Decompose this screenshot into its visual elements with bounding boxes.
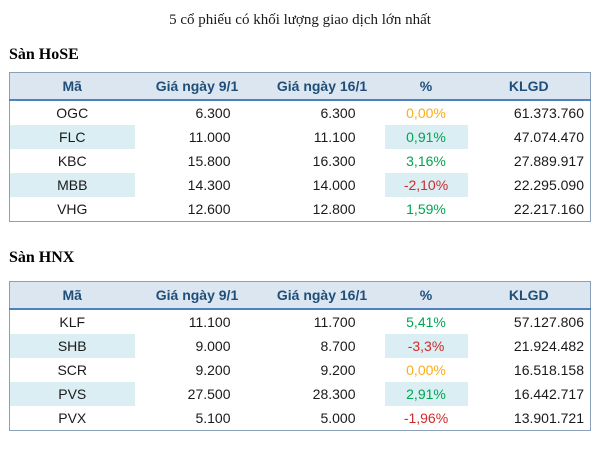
table-row: SCR 9.200 9.200 0,00% 16.518.158 (10, 358, 591, 382)
price-jan9: 9.000 (195, 338, 231, 354)
table-row: KLF 11.100 11.700 5,41% 57.127.806 (10, 309, 591, 334)
price-jan9: 5.100 (195, 410, 231, 426)
percent-change: -1,96% (403, 410, 449, 426)
section-heading-hnx: Sàn HNX (9, 249, 75, 266)
hnx-table: Mã Giá ngày 9/1 Giá ngày 16/1 % KLGD KLF… (9, 281, 591, 431)
col-header-price-jan16: Giá ngày 16/1 (259, 281, 385, 310)
percent-change: 0,00% (406, 362, 446, 378)
trade-volume: 16.518.158 (513, 362, 584, 378)
table-row: PVS 27.500 28.300 2,91% 16.442.717 (9, 382, 591, 406)
price-jan9: 12.600 (187, 201, 231, 217)
page-title: 5 cổ phiếu có khối lượng giao dịch lớn n… (169, 12, 431, 28)
trade-volume: 47.074.470 (513, 129, 584, 145)
percent-change: 1,59% (406, 201, 446, 217)
table-row: KBC 15.800 16.300 3,16% 27.889.917 (10, 149, 591, 173)
col-header-klgd: KLGD (467, 72, 591, 101)
price-jan9: 27.500 (187, 386, 231, 402)
report-page: 5 cổ phiếu có khối lượng giao dịch lớn n… (0, 12, 600, 431)
price-jan16: 8.700 (320, 338, 356, 354)
table-row: FLC 11.000 11.100 0,91% 47.074.470 (9, 125, 591, 149)
stock-code: SHB (9, 334, 135, 358)
hose-table: Mã Giá ngày 9/1 Giá ngày 16/1 % KLGD OGC… (9, 72, 591, 222)
trade-volume: 22.217.160 (513, 201, 584, 217)
percent-change: 0,00% (406, 105, 446, 121)
price-jan16: 5.000 (320, 410, 356, 426)
col-header-price-jan9: Giá ngày 9/1 (134, 72, 260, 101)
price-jan9: 11.000 (188, 129, 231, 145)
col-header-code: Mã (9, 72, 135, 101)
col-header-price-jan16: Giá ngày 16/1 (259, 72, 385, 101)
price-jan16: 9.200 (320, 362, 356, 378)
percent-change: 2,91% (384, 382, 468, 406)
stock-code: SCR (57, 362, 88, 378)
stock-code: MBB (9, 173, 135, 197)
stock-code: PVS (9, 382, 135, 406)
trade-volume: 16.442.717 (513, 386, 584, 402)
trade-volume: 61.373.760 (513, 105, 584, 121)
col-header-code: Mã (9, 281, 135, 310)
hnx-header-row: Mã Giá ngày 9/1 Giá ngày 16/1 % KLGD (9, 281, 591, 310)
stock-code: KLF (59, 314, 86, 330)
price-jan16: 11.700 (313, 314, 356, 330)
trade-volume: 21.924.482 (513, 338, 584, 354)
stock-code: KBC (57, 153, 87, 169)
col-header-klgd: KLGD (467, 281, 591, 310)
table-row: MBB 14.300 14.000 -2,10% 22.295.090 (9, 173, 591, 197)
percent-change: -3,3% (384, 334, 468, 358)
price-jan16: 16.300 (312, 153, 356, 169)
section-heading-hose: Sàn HoSE (9, 46, 79, 63)
price-jan9: 9.200 (195, 362, 231, 378)
price-jan9: 11.100 (188, 314, 231, 330)
price-jan16: 11.100 (313, 129, 356, 145)
trade-volume: 13.901.721 (513, 410, 584, 426)
trade-volume: 27.889.917 (513, 153, 584, 169)
stock-code: FLC (9, 125, 135, 149)
percent-change: 3,16% (406, 153, 446, 169)
table-row: OGC 6.300 6.300 0,00% 61.373.760 (10, 100, 591, 125)
col-header-percent: % (384, 281, 468, 310)
price-jan9: 14.300 (187, 177, 231, 193)
trade-volume: 22.295.090 (513, 177, 584, 193)
price-jan9: 15.800 (187, 153, 231, 169)
col-header-price-jan9: Giá ngày 9/1 (134, 281, 260, 310)
stock-code: OGC (56, 105, 89, 121)
price-jan16: 6.300 (320, 105, 356, 121)
price-jan16: 28.300 (312, 386, 356, 402)
percent-change: -2,10% (384, 173, 468, 197)
percent-change: 5,41% (406, 314, 446, 330)
trade-volume: 57.127.806 (513, 314, 584, 330)
price-jan9: 6.300 (195, 105, 231, 121)
table-row: VHG 12.600 12.800 1,59% 22.217.160 (10, 197, 591, 222)
table-row: SHB 9.000 8.700 -3,3% 21.924.482 (9, 334, 591, 358)
percent-change: 0,91% (384, 125, 468, 149)
stock-code: PVX (58, 410, 87, 426)
price-jan16: 14.000 (312, 177, 356, 193)
price-jan16: 12.800 (312, 201, 356, 217)
table-row: PVX 5.100 5.000 -1,96% 13.901.721 (10, 406, 591, 431)
hose-header-row: Mã Giá ngày 9/1 Giá ngày 16/1 % KLGD (9, 72, 591, 101)
stock-code: VHG (57, 201, 88, 217)
col-header-percent: % (384, 72, 468, 101)
